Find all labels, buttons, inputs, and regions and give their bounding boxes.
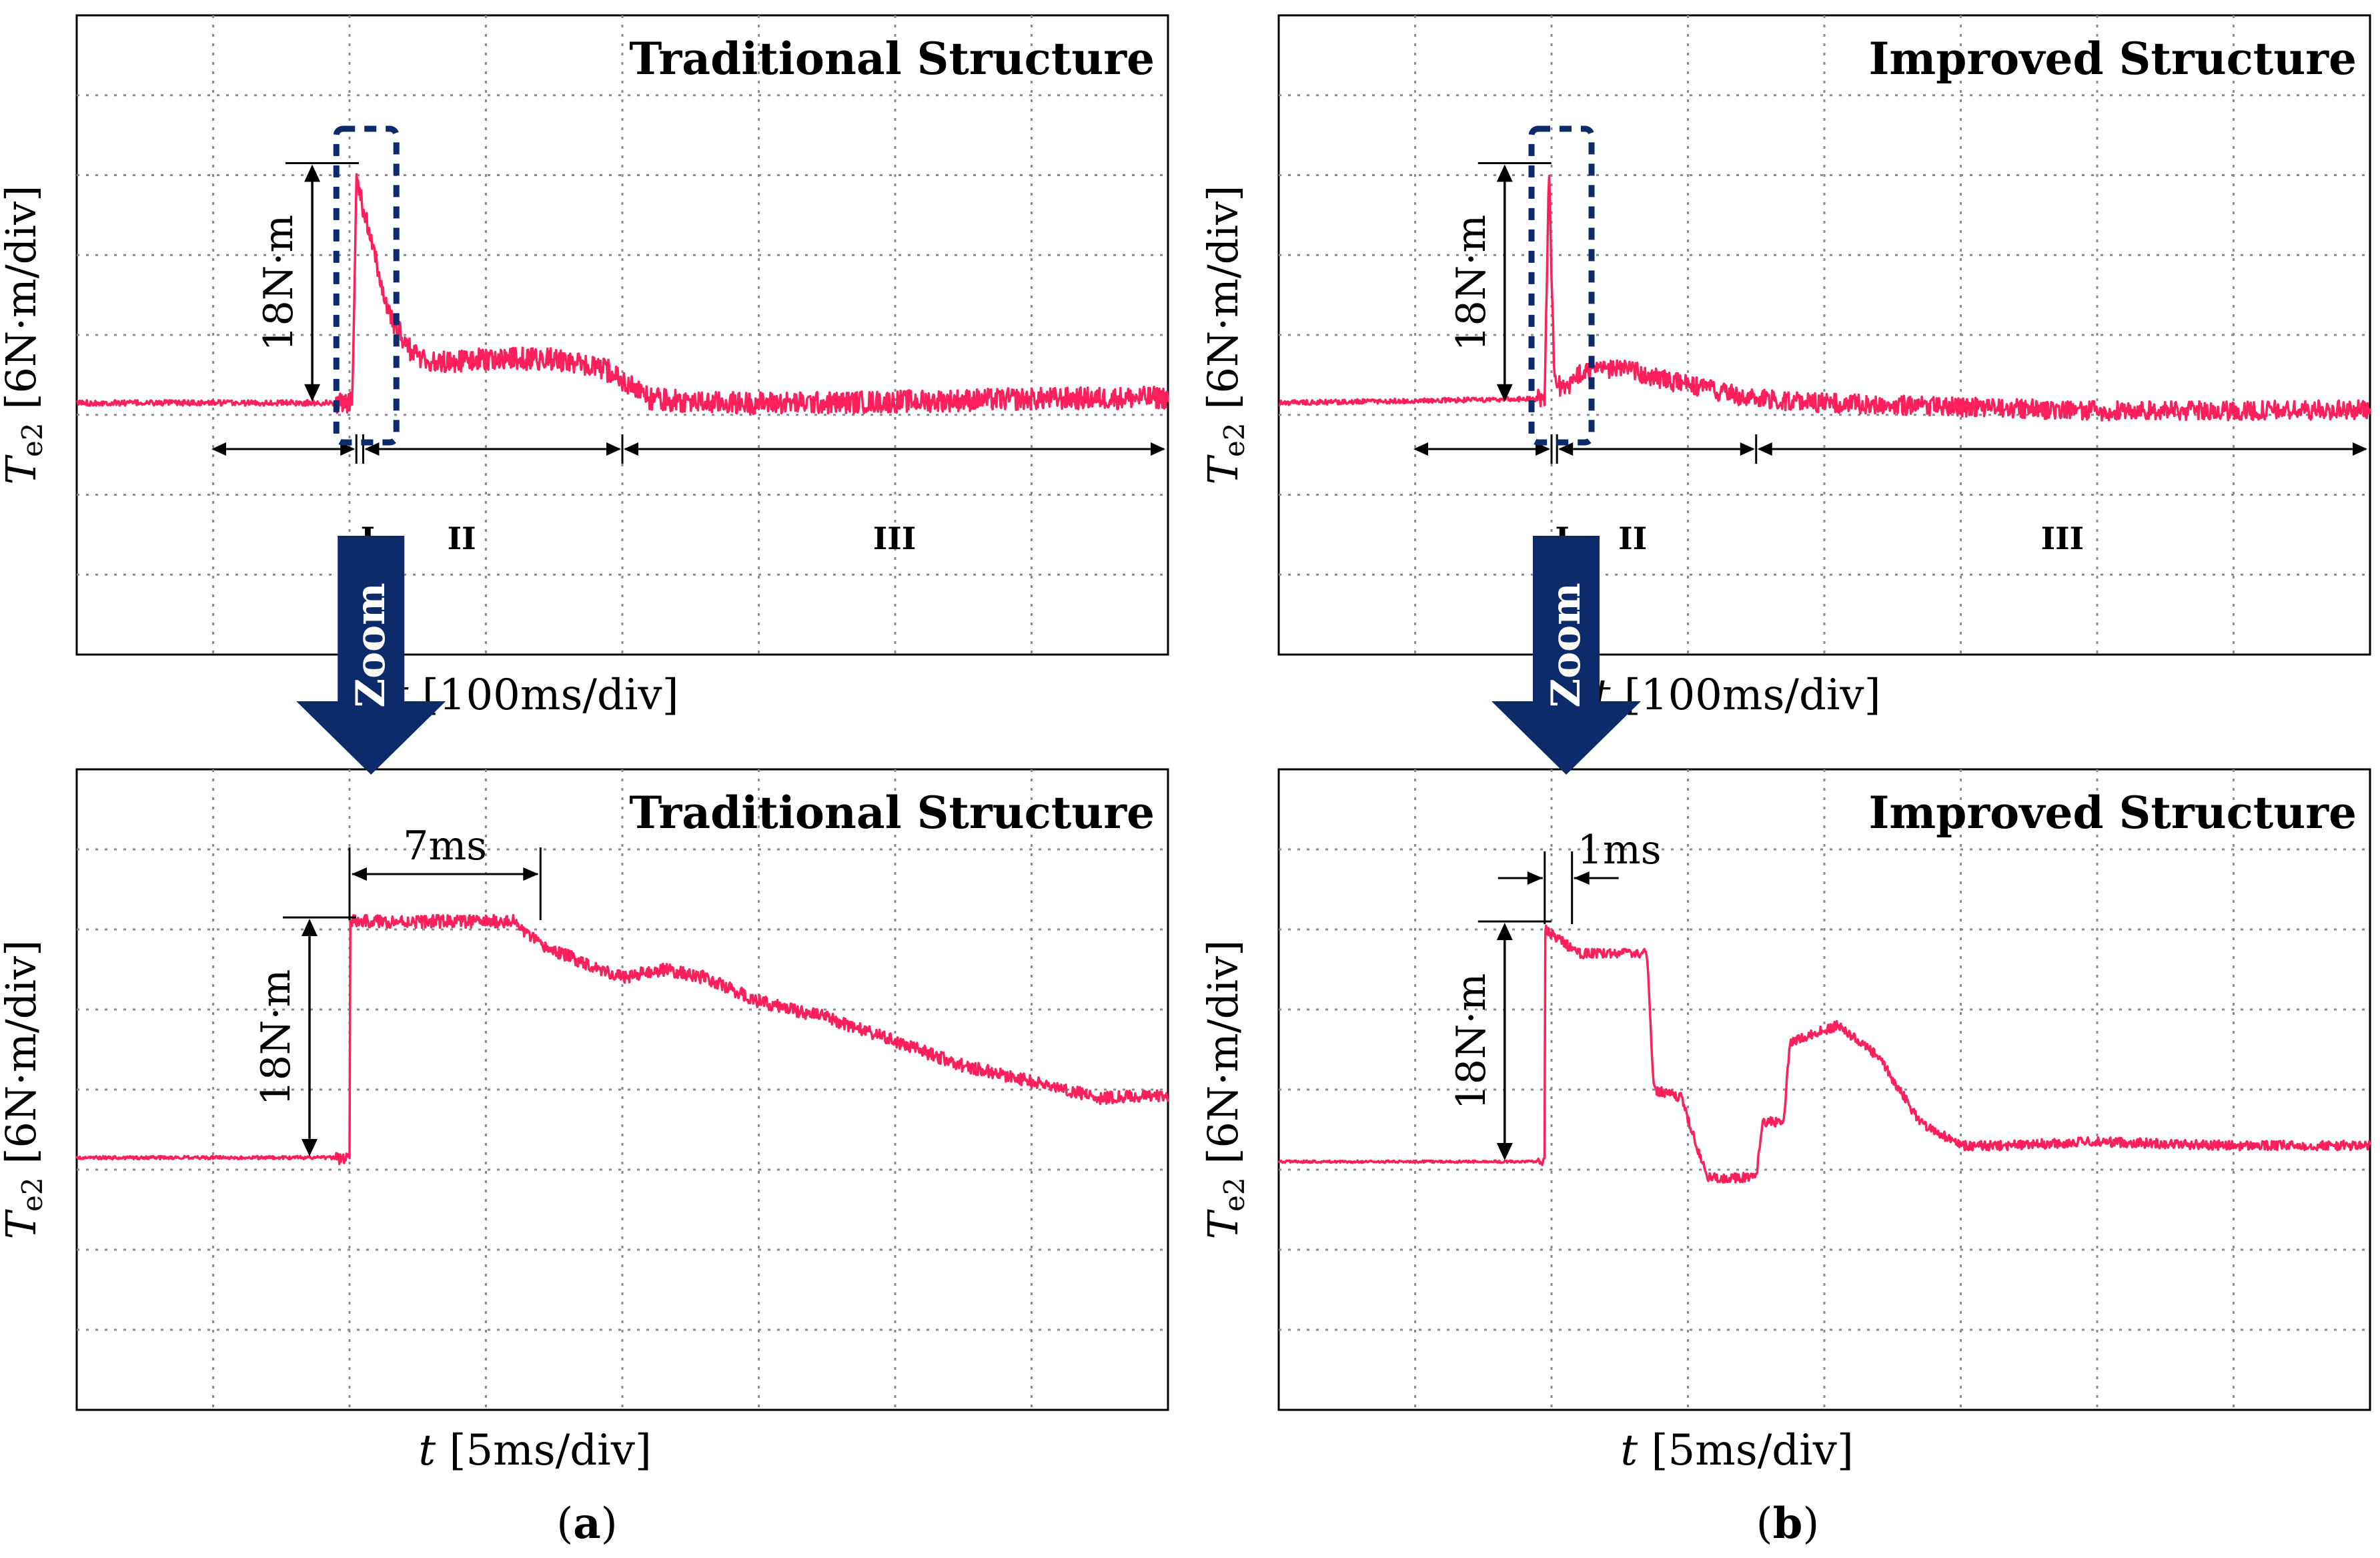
x-axis-symbol: t bbox=[418, 1426, 436, 1475]
chart-b_top: Improved Structure Te2 [6N·m/div] t [100ms… bbox=[1199, 14, 2371, 720]
caption-a: (a) bbox=[556, 1499, 617, 1549]
pre-stage-arrow-head-left bbox=[1413, 442, 1428, 456]
stage-III-arrow-head-left bbox=[1757, 442, 1772, 456]
pre-stage-arrow-head-right bbox=[340, 442, 356, 456]
x-axis-unit: [5ms/div] bbox=[1638, 1426, 1854, 1475]
y-axis-symbol: T bbox=[1199, 454, 1247, 484]
chart-title: Traditional Structure bbox=[629, 787, 1155, 839]
signal-trace-te2 bbox=[1278, 174, 2371, 422]
x-axis-unit: [100ms/div] bbox=[1610, 671, 1880, 720]
transient-highlight-box bbox=[1528, 125, 1595, 446]
amp-label: 18N·m bbox=[255, 215, 302, 352]
y-axis-subscript: e2 bbox=[1218, 422, 1251, 457]
amp-arrow-head-down bbox=[302, 1139, 318, 1156]
duration-arrow-head-left bbox=[352, 867, 367, 881]
y-axis-unit: [6N·m/div] bbox=[1199, 940, 1247, 1178]
y-axis-label: Te2 [6N·m/div] bbox=[1199, 185, 1251, 485]
y-axis-unit: [6N·m/div] bbox=[1199, 185, 1247, 423]
amp-arrow-head-up bbox=[1496, 923, 1513, 940]
duration-arrow-head-in-left bbox=[1527, 871, 1543, 885]
panels-layer: Traditional Structure Te2 [6N·m/div] t [10… bbox=[0, 14, 2371, 1475]
y-axis-subscript: e2 bbox=[1218, 1177, 1251, 1212]
signal-trace-te2 bbox=[75, 913, 1169, 1166]
zoom-label: Zoom bbox=[1543, 582, 1590, 707]
caption-b: (b) bbox=[1756, 1499, 1820, 1549]
y-axis-unit: [6N·m/div] bbox=[0, 185, 45, 423]
zoom-label: Zoom bbox=[348, 582, 394, 707]
stage-label: II bbox=[1618, 520, 1647, 556]
stage-label: III bbox=[2041, 520, 2085, 556]
amp-arrow-head-up bbox=[1496, 164, 1513, 182]
stage-label: II bbox=[448, 520, 476, 556]
amp-label: 18N·m bbox=[1448, 215, 1495, 352]
chart-title: Traditional Structure bbox=[629, 33, 1155, 85]
y-axis-label: Te2 [6N·m/div] bbox=[1199, 940, 1251, 1240]
duration-arrow-head-in-right bbox=[1574, 871, 1590, 885]
amp-label: 18N·m bbox=[253, 969, 300, 1106]
stage-III-arrow-head-left bbox=[624, 442, 638, 456]
stage-III-arrow-head-right bbox=[1151, 442, 1165, 456]
y-axis-symbol: T bbox=[1199, 1208, 1247, 1239]
duration-label: 7ms bbox=[403, 823, 487, 869]
duration-arrow-head-right bbox=[523, 867, 539, 881]
transient-highlight-box bbox=[333, 125, 400, 446]
y-axis-subscript: e2 bbox=[16, 1177, 49, 1212]
x-axis-label: t [100ms/div] bbox=[1594, 671, 1881, 720]
amp-arrow-head-up bbox=[304, 164, 321, 182]
overlay-layer: Zoom Zoom bbox=[296, 536, 1641, 775]
x-axis-label: t [5ms/div] bbox=[1620, 1426, 1853, 1475]
x-axis-label: t [100ms/div] bbox=[392, 671, 679, 720]
stage-III-arrow-head-right bbox=[2353, 442, 2367, 456]
zoom-arrow-shape bbox=[296, 536, 446, 775]
amp-arrow-head-up bbox=[302, 919, 318, 936]
y-axis-label: Te2 [6N·m/div] bbox=[0, 185, 49, 485]
y-axis-subscript: e2 bbox=[16, 422, 49, 457]
pre-stage-arrow-head-right bbox=[1536, 442, 1550, 456]
chart-b_bottom: Improved Structure Te2 [6N·m/div] t [5ms/d… bbox=[1199, 768, 2371, 1475]
chart-title: Improved Structure bbox=[1869, 787, 2357, 839]
amp-arrow-head-down bbox=[1496, 384, 1513, 402]
y-axis-symbol: T bbox=[0, 454, 45, 484]
zoom-arrow-shape bbox=[1492, 536, 1641, 775]
x-axis-unit: [100ms/div] bbox=[408, 671, 678, 720]
y-axis-symbol: T bbox=[0, 1208, 45, 1239]
zoom-arrow: Zoom bbox=[296, 536, 446, 775]
signal-trace-te2 bbox=[75, 173, 1169, 416]
zoom-arrow: Zoom bbox=[1492, 536, 1641, 775]
chart-a_bottom: Traditional Structure Te2 [6N·m/div] t [5m… bbox=[0, 768, 1169, 1475]
amp-arrow-head-down bbox=[304, 384, 321, 402]
chart-title: Improved Structure bbox=[1869, 33, 2357, 85]
chart-a_top: Traditional Structure Te2 [6N·m/div] t [10… bbox=[0, 14, 1169, 720]
stage-II-arrow-head-left bbox=[1558, 442, 1574, 456]
duration-label: 1ms bbox=[1578, 827, 1662, 873]
x-axis-unit: [5ms/div] bbox=[436, 1426, 652, 1475]
x-axis-label: t [5ms/div] bbox=[418, 1426, 651, 1475]
y-axis-label: Te2 [6N·m/div] bbox=[0, 940, 49, 1240]
signal-trace-te2 bbox=[1277, 924, 2371, 1184]
pre-stage-arrow-head-left bbox=[211, 442, 226, 456]
stage-label: III bbox=[873, 520, 917, 556]
stage-II-arrow-head-left bbox=[364, 442, 380, 456]
stage-II-arrow-head-right bbox=[606, 442, 621, 456]
stage-II-arrow-head-right bbox=[1740, 442, 1755, 456]
x-axis-symbol: t bbox=[1620, 1426, 1638, 1475]
amp-arrow-head-down bbox=[1496, 1143, 1513, 1160]
amp-label: 18N·m bbox=[1448, 973, 1495, 1110]
y-axis-unit: [6N·m/div] bbox=[0, 940, 45, 1178]
